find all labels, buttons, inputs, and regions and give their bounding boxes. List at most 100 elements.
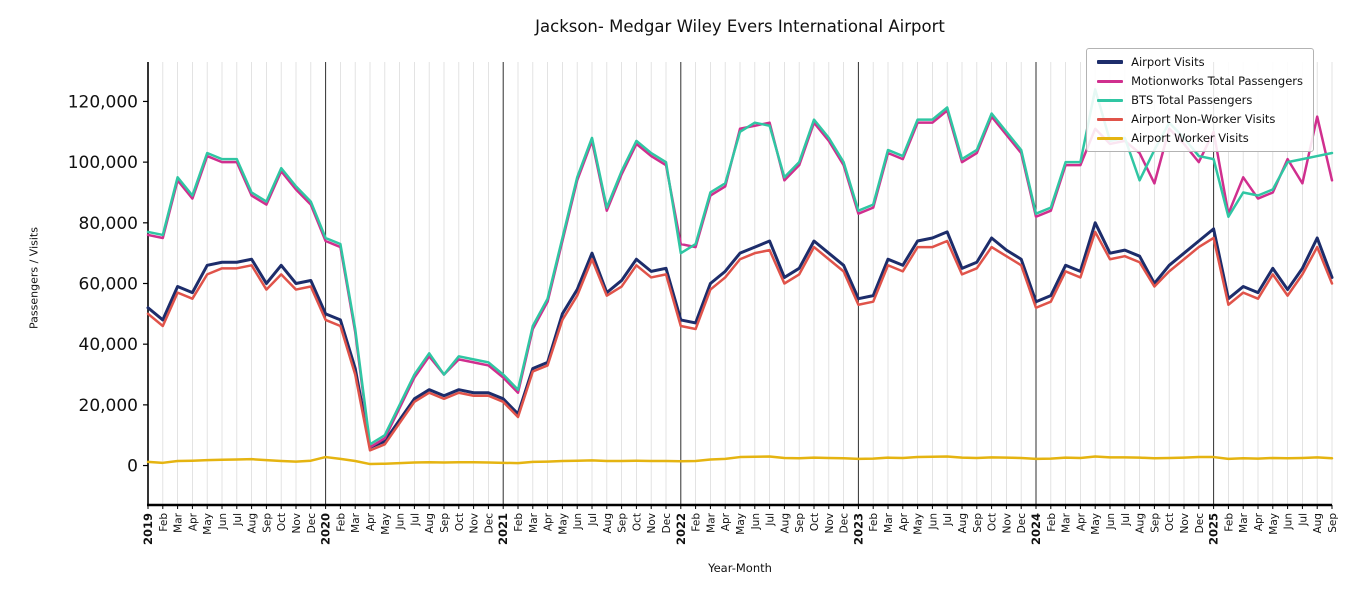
y-tick-label: 100,000	[68, 153, 138, 173]
x-tick-label: Feb	[158, 513, 170, 532]
x-tick-label: Dec	[839, 513, 851, 534]
x-tick-label: Mar	[705, 512, 717, 532]
x-tick-label: Nov	[1001, 513, 1013, 534]
series-line-bts-total-passengers	[146, 88, 1334, 446]
x-tick-label: Feb	[513, 513, 525, 532]
x-tick-label: Jul	[409, 513, 421, 527]
x-tick-label: Feb	[1046, 513, 1058, 532]
x-tick-label: Aug	[779, 513, 791, 534]
x-tick-label: Dec	[483, 513, 495, 534]
y-tick-label: 0	[127, 457, 138, 477]
x-tick-label: 2021	[496, 513, 510, 545]
x-tick-label: 2025	[1207, 513, 1221, 545]
x-tick-label: Nov	[291, 513, 303, 534]
x-tick-label: Feb	[691, 513, 703, 532]
legend-line-sample-icon	[1097, 136, 1124, 140]
x-tick-label: May	[913, 513, 925, 535]
x-tick-label: Apr	[1253, 512, 1265, 531]
x-tick-label: Sep	[617, 513, 629, 533]
x-tick-label: Jun	[927, 513, 939, 530]
x-tick-label: Apr	[365, 512, 377, 531]
x-tick-label: Jun	[1283, 513, 1295, 530]
x-tick-label: Sep	[1327, 513, 1339, 533]
x-tick-label: Aug	[1312, 513, 1324, 534]
x-tick-label: May	[557, 513, 569, 535]
series-line-airport-visits	[146, 221, 1334, 449]
chart-title: Jackson- Medgar Wiley Evers Internationa…	[535, 17, 945, 36]
x-tick-label: Oct	[454, 513, 466, 531]
x-tick-label: Jul	[942, 513, 954, 527]
x-tick-label: Feb	[1223, 513, 1235, 532]
x-tick-label: 2019	[141, 513, 155, 545]
x-tick-label: Nov	[469, 513, 481, 534]
x-tick-label: Sep	[261, 513, 273, 533]
x-tick-label: Mar	[173, 512, 185, 532]
legend-label: Motionworks Total Passengers	[1131, 74, 1303, 88]
legend-item: Airport Non-Worker Visits	[1097, 112, 1303, 126]
x-axis-label: Year-Month	[708, 561, 772, 575]
x-tick-label: Jun	[572, 513, 584, 530]
x-tick-label: May	[1090, 513, 1102, 535]
legend-label: BTS Total Passengers	[1131, 93, 1253, 107]
x-tick-label: Oct	[276, 513, 288, 531]
x-tick-label: Nov	[1179, 513, 1191, 534]
y-tick-label: 60,000	[79, 275, 138, 295]
x-tick-label: Jun	[395, 513, 407, 530]
legend-item: Airport Visits	[1097, 55, 1303, 69]
x-tick-label: Sep	[794, 513, 806, 533]
x-tick-label: 2023	[851, 513, 865, 545]
legend-item: Motionworks Total Passengers	[1097, 74, 1303, 88]
x-tick-label: Apr	[187, 512, 199, 531]
x-tick-label: Sep	[439, 513, 451, 533]
y-tick-label: 20,000	[79, 396, 138, 416]
series-line-airport-non-worker-visits	[146, 230, 1334, 452]
x-tick-label: Jun	[750, 513, 762, 530]
x-tick-label: 2024	[1029, 513, 1043, 545]
x-tick-label: Aug	[247, 513, 259, 534]
x-tick-label: Nov	[824, 513, 836, 534]
x-tick-label: Mar	[1238, 512, 1250, 532]
x-tick-label: Jul	[232, 513, 244, 527]
x-tick-label: Apr	[543, 512, 555, 531]
x-tick-label: Dec	[1016, 513, 1028, 534]
legend-label: Airport Visits	[1131, 55, 1205, 69]
x-tick-label: Oct	[987, 513, 999, 531]
x-tick-label: 2022	[674, 513, 688, 545]
x-tick-label: Nov	[646, 513, 658, 534]
x-tick-label: Dec	[306, 513, 318, 534]
legend-label: Airport Non-Worker Visits	[1131, 112, 1276, 126]
x-tick-label: Aug	[1135, 513, 1147, 534]
legend-item: BTS Total Passengers	[1097, 93, 1303, 107]
legend: Airport Visits Motionworks Total Passenge…	[1086, 48, 1314, 152]
legend-line-sample-icon	[1097, 117, 1124, 121]
x-tick-label: Aug	[602, 513, 614, 534]
x-tick-label: Jul	[1120, 513, 1132, 527]
x-tick-label: Apr	[898, 512, 910, 531]
x-tick-label: Dec	[661, 513, 673, 534]
x-tick-label: Jul	[587, 513, 599, 527]
series-line-airport-worker-visits	[146, 455, 1334, 466]
y-tick-label: 40,000	[79, 335, 138, 355]
x-tick-label: Oct	[809, 513, 821, 531]
legend-label: Airport Worker Visits	[1131, 131, 1249, 145]
x-tick-label: Mar	[883, 512, 895, 532]
y-tick-label: 120,000	[68, 92, 138, 112]
x-tick-label: May	[380, 513, 392, 535]
legend-line-sample-icon	[1097, 79, 1124, 83]
y-tick-label: 80,000	[79, 214, 138, 234]
x-tick-label: Apr	[1075, 512, 1087, 531]
legend-item: Airport Worker Visits	[1097, 131, 1303, 145]
x-tick-label: Jun	[217, 513, 229, 530]
x-tick-label: Aug	[957, 513, 969, 534]
x-tick-label: 2020	[319, 513, 333, 545]
legend-line-sample-icon	[1097, 98, 1124, 102]
x-tick-label: Jul	[765, 513, 777, 527]
x-tick-label: Mar	[1061, 512, 1073, 532]
x-tick-label: Dec	[1194, 513, 1206, 534]
x-tick-label: Feb	[335, 513, 347, 532]
x-tick-label: Mar	[350, 512, 362, 532]
x-tick-label: Jul	[1297, 513, 1309, 527]
x-tick-label: Oct	[1164, 513, 1176, 531]
x-tick-label: May	[735, 513, 747, 535]
